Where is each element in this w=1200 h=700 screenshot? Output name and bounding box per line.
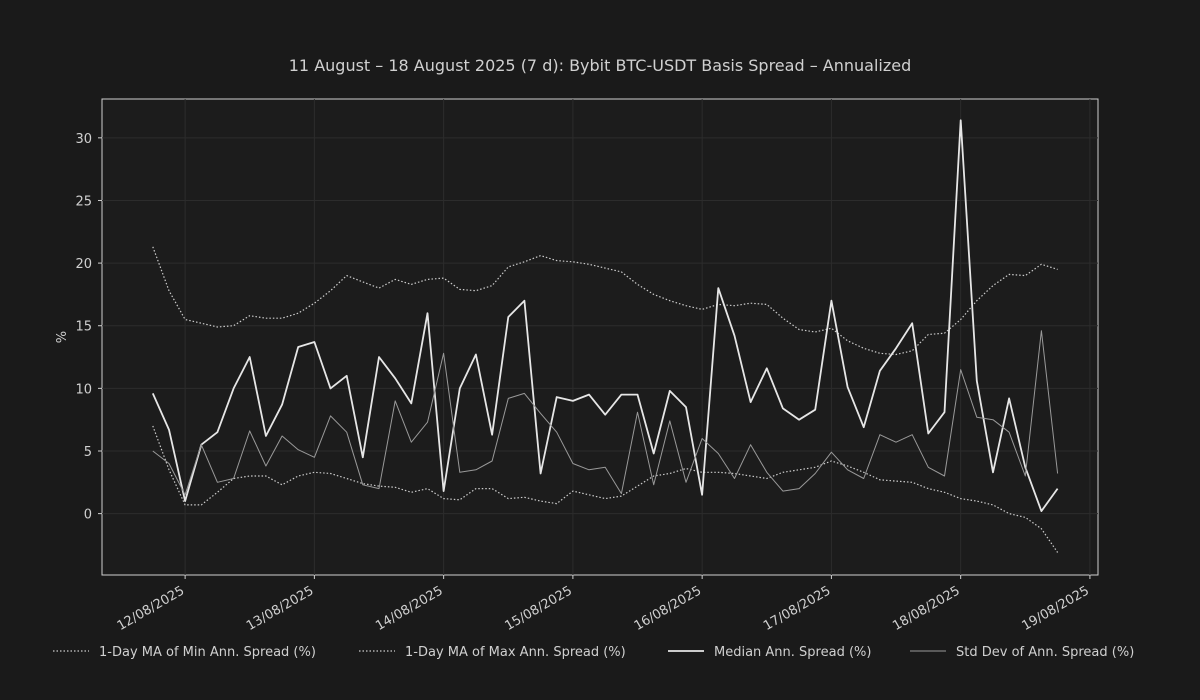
y-tick-label: 5: [84, 445, 92, 460]
series-line: [152, 330, 1059, 496]
y-tick-label: 20: [75, 257, 92, 272]
legend-label: 1-Day MA of Max Ann. Spread (%): [405, 645, 626, 660]
legend-label: Median Ann. Spread (%): [714, 645, 871, 660]
y-axis-label: %: [55, 331, 70, 343]
legend-label: Std Dev of Ann. Spread (%): [956, 645, 1134, 660]
series-line: [152, 425, 1059, 553]
chart-title: 11 August – 18 August 2025 (7 d): Bybit …: [289, 56, 912, 75]
y-tick-label: 0: [84, 508, 92, 523]
series-line: [152, 246, 1058, 356]
y-tick-label: 10: [75, 382, 92, 397]
legend-label: 1-Day MA of Min Ann. Spread (%): [99, 645, 316, 660]
plot-area: [101, 98, 1099, 576]
y-tick-label: 25: [75, 194, 92, 209]
y-tick-label: 30: [75, 132, 92, 147]
series-line: [151, 119, 1059, 513]
y-tick-label: 15: [75, 320, 92, 335]
